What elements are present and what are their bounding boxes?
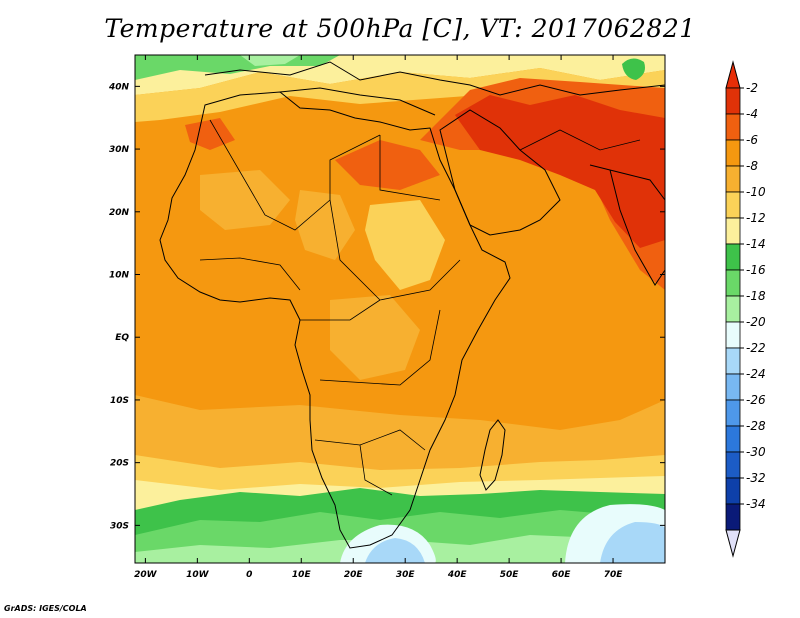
field-south-blue-2 xyxy=(600,522,665,563)
colorbar-swatch xyxy=(725,87,741,115)
field-congo-light xyxy=(330,295,420,380)
colorbar-label: -14 xyxy=(746,237,766,251)
colorbar-swatch xyxy=(725,373,741,401)
colorbar-label: -34 xyxy=(746,497,766,511)
field-west-light xyxy=(200,170,290,230)
india-coastline xyxy=(589,164,665,286)
axis-ticks: 20W 10W 0 10E 20E 30E 40E 50E 60E 70E 40N 30N 20N 10N… xyxy=(108,55,665,580)
y-tick-label: 30N xyxy=(109,145,130,155)
colorbar-swatch xyxy=(725,243,741,271)
colorbar-swatch xyxy=(725,217,741,245)
colorbar-label: -26 xyxy=(746,393,766,407)
colorbar-bottom-arrow xyxy=(725,529,741,558)
field-north-palegreen xyxy=(240,55,300,66)
map-frame xyxy=(134,54,666,564)
field-south-blue-1 xyxy=(365,538,425,563)
colorbar-label: -12 xyxy=(746,211,766,225)
mediterranean-coast xyxy=(279,87,436,116)
x-tick-label: 20E xyxy=(344,570,364,580)
colorbar-label: -32 xyxy=(746,471,766,485)
x-tick-label: 70E xyxy=(604,570,624,580)
y-tick-label: 10S xyxy=(110,396,129,406)
colorbar-label: -30 xyxy=(746,445,766,459)
x-tick-label: 10E xyxy=(292,570,312,580)
y-tick-label: 10N xyxy=(109,271,130,281)
country-borders xyxy=(199,119,641,496)
colorbar-label: -20 xyxy=(746,315,766,329)
colorbar: -2 -4 -6 -8 -10 -12 -14 -16 -18 -20 -22 -24 -26 -28 -3… xyxy=(725,60,766,558)
colorbar-swatch xyxy=(725,425,741,453)
africa-coastline xyxy=(159,91,511,549)
colorbar-label: -18 xyxy=(746,289,766,303)
field-sahara-dark xyxy=(335,140,440,190)
colorbar-swatch xyxy=(725,113,741,141)
colorbar-swatch xyxy=(725,295,741,323)
x-tick-label: 60E xyxy=(552,570,572,580)
colorbar-label: -2 xyxy=(746,81,758,95)
x-tick-label: 0 xyxy=(246,570,252,580)
colorbar-swatch xyxy=(725,503,741,531)
colorbar-swatch xyxy=(725,477,741,505)
colorbar-swatch xyxy=(725,139,741,167)
colorbar-swatch xyxy=(725,399,741,427)
field-mideast-red xyxy=(455,95,665,248)
field-central-yellow xyxy=(365,200,445,290)
credit-text: GrADS: IGES/COLA xyxy=(4,604,87,613)
field-green-patch-ne xyxy=(622,58,645,80)
x-tick-label: 50E xyxy=(500,570,520,580)
y-tick-label: 20N xyxy=(109,208,130,218)
temperature-field xyxy=(135,55,665,563)
colorbar-label: -24 xyxy=(746,367,766,381)
madagascar-coastline xyxy=(479,419,506,491)
colorbar-top-arrow xyxy=(725,60,741,89)
colorbar-label: -4 xyxy=(746,107,758,121)
colorbar-label: -16 xyxy=(746,263,766,277)
colorbar-swatch xyxy=(725,191,741,219)
y-tick-label: 20S xyxy=(110,459,129,469)
x-tick-label: 30E xyxy=(396,570,416,580)
colorbar-label: -10 xyxy=(746,185,766,199)
y-tick-label: 30S xyxy=(110,521,129,531)
coastlines xyxy=(159,61,665,549)
colorbar-swatch xyxy=(725,451,741,479)
x-tick-label: 20W xyxy=(134,570,158,580)
y-tick-label: EQ xyxy=(115,333,129,343)
x-tick-label: 10W xyxy=(186,570,210,580)
colorbar-label: -8 xyxy=(746,159,758,173)
colorbar-swatch xyxy=(725,269,741,297)
colorbar-swatch xyxy=(725,347,741,375)
europe-coastline xyxy=(204,61,665,96)
map-title: Temperature at 500hPa [C], VT: 201706282… xyxy=(104,14,696,43)
x-tick-label: 40E xyxy=(447,570,468,580)
colorbar-swatch xyxy=(725,165,741,193)
y-tick-label: 40N xyxy=(108,82,130,92)
colorbar-swatch xyxy=(725,321,741,349)
colorbar-label: -22 xyxy=(746,341,766,355)
field-sahel-light xyxy=(295,190,355,260)
colorbar-label: -28 xyxy=(746,419,766,433)
colorbar-label: -6 xyxy=(746,133,758,147)
arabia-coastline xyxy=(439,109,561,236)
